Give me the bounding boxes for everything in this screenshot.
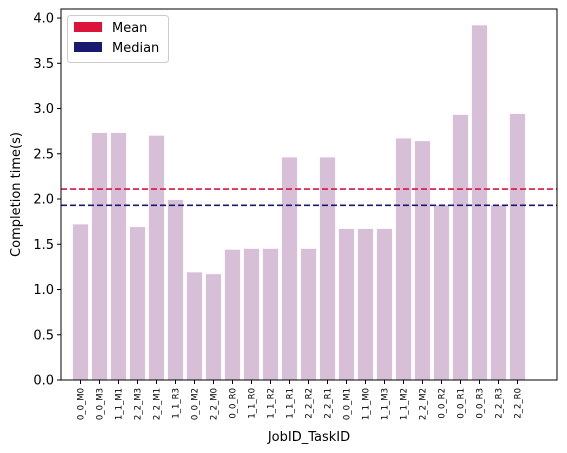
legend-swatch-mean <box>74 22 102 32</box>
x-tick-label: 0_0_M2 <box>191 388 201 420</box>
y-tick-label: 0.5 <box>33 328 54 343</box>
x-tick-label: 0_0_M0 <box>77 388 87 420</box>
bar-2_2_M1 <box>148 135 165 380</box>
y-axis-label: Completion time(s) <box>9 132 24 257</box>
y-tick-label: 0.0 <box>33 374 54 389</box>
bar-0_0_M1 <box>338 228 355 380</box>
x-tick-label: 1_1_M1 <box>115 388 125 420</box>
x-tick-label: 1_1_R1 <box>286 388 296 419</box>
y-tick-label: 4.0 <box>33 12 54 27</box>
y-tick-label: 3.5 <box>33 57 54 72</box>
x-tick-label: 1_1_M2 <box>400 388 410 420</box>
bar-0_0_R1 <box>452 114 469 381</box>
x-tick-label: 2_2_R0 <box>514 388 524 419</box>
x-tick-label: 1_1_M3 <box>381 388 391 420</box>
x-tick-label: 1_1_R0 <box>248 388 258 419</box>
x-tick-label: 0_0_R0 <box>229 388 239 419</box>
bar-0_0_R2 <box>433 205 450 380</box>
x-axis-label: JobID_TaskID <box>267 430 350 445</box>
bar-2_2_M0 <box>205 274 222 380</box>
bar-1_1_M0 <box>357 228 374 380</box>
bar-2_2_R2 <box>300 248 317 380</box>
bar-2_2_R0 <box>509 113 526 380</box>
y-tick-label: 1.0 <box>33 283 54 298</box>
legend-swatch-median <box>74 42 102 52</box>
x-tick-label: 2_2_M2 <box>419 388 429 420</box>
legend: Mean Median <box>67 15 169 63</box>
bar-2_2_M2 <box>414 141 431 380</box>
x-tick-label: 0_0_R1 <box>457 388 467 419</box>
x-tick-label: 2_2_R1 <box>324 388 334 419</box>
bar-2_2_R1 <box>319 157 336 380</box>
x-tick-label: 2_2_M3 <box>134 388 144 420</box>
bars <box>72 25 526 381</box>
x-tick-label: 2_2_R2 <box>305 388 315 419</box>
x-tick-label: 1_1_R2 <box>267 388 277 419</box>
x-tick-label: 2_2_R3 <box>495 388 505 419</box>
y-tick-label: 3.0 <box>33 102 54 117</box>
bar-2_2_R3 <box>490 205 507 380</box>
bar-0_0_M0 <box>72 224 89 380</box>
x-tick-label: 1_1_R3 <box>172 388 182 419</box>
bar-1_1_M3 <box>376 228 393 380</box>
bar-1_1_R1 <box>281 157 298 380</box>
x-tick-label: 0_0_R3 <box>476 388 486 419</box>
bar-0_0_M2 <box>186 272 203 380</box>
x-tick-label: 0_0_M1 <box>343 388 353 420</box>
y-tick-label: 2.5 <box>33 147 54 162</box>
bar-2_2_M3 <box>129 227 146 380</box>
x-tick-label: 1_1_M0 <box>362 388 372 420</box>
bar-1_1_M1 <box>110 132 127 380</box>
bar-1_1_R3 <box>167 199 184 380</box>
legend-label-mean: Mean <box>112 21 147 36</box>
bar-0_0_R3 <box>471 25 488 380</box>
bar-0_0_R0 <box>224 249 241 380</box>
y-tick-label: 2.0 <box>33 193 54 208</box>
x-tick-label: 0_0_R2 <box>438 388 448 419</box>
x-tick-label: 2_2_M0 <box>210 388 220 420</box>
bar-0_0_M3 <box>91 132 108 380</box>
bar-1_1_R0 <box>243 248 260 380</box>
bar-1_1_M2 <box>395 138 412 380</box>
bar-1_1_R2 <box>262 248 279 380</box>
y-tick-label: 1.5 <box>33 238 54 253</box>
legend-label-median: Median <box>112 41 159 56</box>
x-tick-label: 0_0_M3 <box>96 388 106 420</box>
x-tick-label: 2_2_M1 <box>153 388 163 420</box>
